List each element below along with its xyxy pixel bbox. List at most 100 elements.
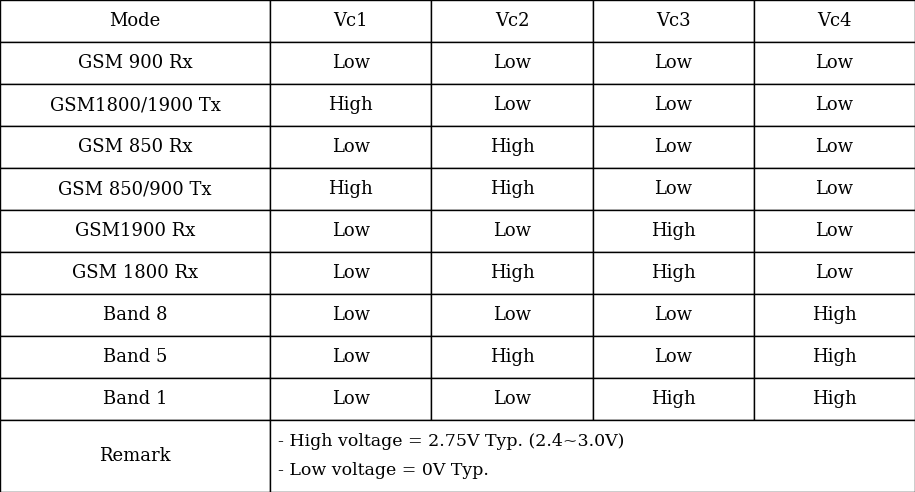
Bar [270,168,432,210]
Text: High: High [812,390,856,408]
Text: Low: Low [654,348,693,366]
Text: Low: Low [493,390,531,408]
Bar [270,84,432,126]
Bar [754,84,915,126]
Text: High: High [490,264,534,282]
Bar [0,168,270,210]
Bar [754,210,915,252]
Text: Low: Low [815,180,854,198]
Bar [432,210,593,252]
Text: Low: Low [332,306,370,324]
Text: Low: Low [493,54,531,72]
Text: Mode: Mode [110,12,161,30]
Text: Low: Low [332,348,370,366]
Text: GSM1900 Rx: GSM1900 Rx [75,222,195,240]
Text: High: High [328,180,373,198]
Bar [432,0,593,42]
Bar [270,42,432,84]
Text: Low: Low [332,264,370,282]
Text: Low: Low [493,222,531,240]
Bar [0,126,270,168]
Bar [270,420,915,492]
Text: Low: Low [815,138,854,156]
Bar [0,336,270,378]
Bar [270,210,432,252]
Bar [0,252,270,294]
Text: Low: Low [332,222,370,240]
Text: GSM 1800 Rx: GSM 1800 Rx [72,264,199,282]
Bar [754,0,915,42]
Bar [593,210,754,252]
Bar [432,252,593,294]
Text: High: High [812,306,856,324]
Text: Remark: Remark [100,447,171,465]
Text: - Low voltage = 0V Typ.: - Low voltage = 0V Typ. [278,462,490,479]
Bar [0,420,270,492]
Text: Low: Low [332,138,370,156]
Bar [432,126,593,168]
Text: GSM1800/1900 Tx: GSM1800/1900 Tx [49,96,221,114]
Bar [270,336,432,378]
Text: Low: Low [654,306,693,324]
Bar [593,84,754,126]
Bar [593,252,754,294]
Bar [754,378,915,420]
Bar [593,42,754,84]
Text: Low: Low [654,54,693,72]
Bar [0,378,270,420]
Text: High: High [651,222,695,240]
Bar [270,294,432,336]
Bar [432,168,593,210]
Text: High: High [812,348,856,366]
Text: Low: Low [654,180,693,198]
Bar [593,378,754,420]
Text: High: High [651,390,695,408]
Text: High: High [651,264,695,282]
Text: Low: Low [332,390,370,408]
Text: GSM 900 Rx: GSM 900 Rx [78,54,192,72]
Bar [754,336,915,378]
Text: High: High [490,180,534,198]
Bar [754,126,915,168]
Bar [593,336,754,378]
Bar [754,294,915,336]
Bar [754,168,915,210]
Text: Vc4: Vc4 [817,12,852,30]
Text: Band 5: Band 5 [103,348,167,366]
Text: GSM 850/900 Tx: GSM 850/900 Tx [59,180,212,198]
Bar [0,84,270,126]
Text: Vc3: Vc3 [656,12,691,30]
Text: Low: Low [654,138,693,156]
Text: - High voltage = 2.75V Typ. (2.4~3.0V): - High voltage = 2.75V Typ. (2.4~3.0V) [278,433,625,450]
Text: Low: Low [332,54,370,72]
Bar [593,168,754,210]
Bar [0,294,270,336]
Text: GSM 850 Rx: GSM 850 Rx [78,138,192,156]
Text: Low: Low [815,264,854,282]
Bar [270,126,432,168]
Text: Low: Low [493,96,531,114]
Bar [270,378,432,420]
Text: Band 1: Band 1 [102,390,167,408]
Text: Low: Low [815,96,854,114]
Bar [270,0,432,42]
Text: High: High [490,348,534,366]
Text: High: High [490,138,534,156]
Text: Low: Low [815,222,854,240]
Bar [754,42,915,84]
Text: Vc2: Vc2 [495,12,529,30]
Bar [593,294,754,336]
Bar [432,294,593,336]
Bar [0,0,270,42]
Bar [270,252,432,294]
Text: Band 8: Band 8 [102,306,167,324]
Bar [0,42,270,84]
Text: High: High [328,96,373,114]
Text: Vc1: Vc1 [334,12,368,30]
Bar [432,84,593,126]
Bar [432,336,593,378]
Bar [593,126,754,168]
Text: Low: Low [815,54,854,72]
Bar [593,0,754,42]
Bar [432,42,593,84]
